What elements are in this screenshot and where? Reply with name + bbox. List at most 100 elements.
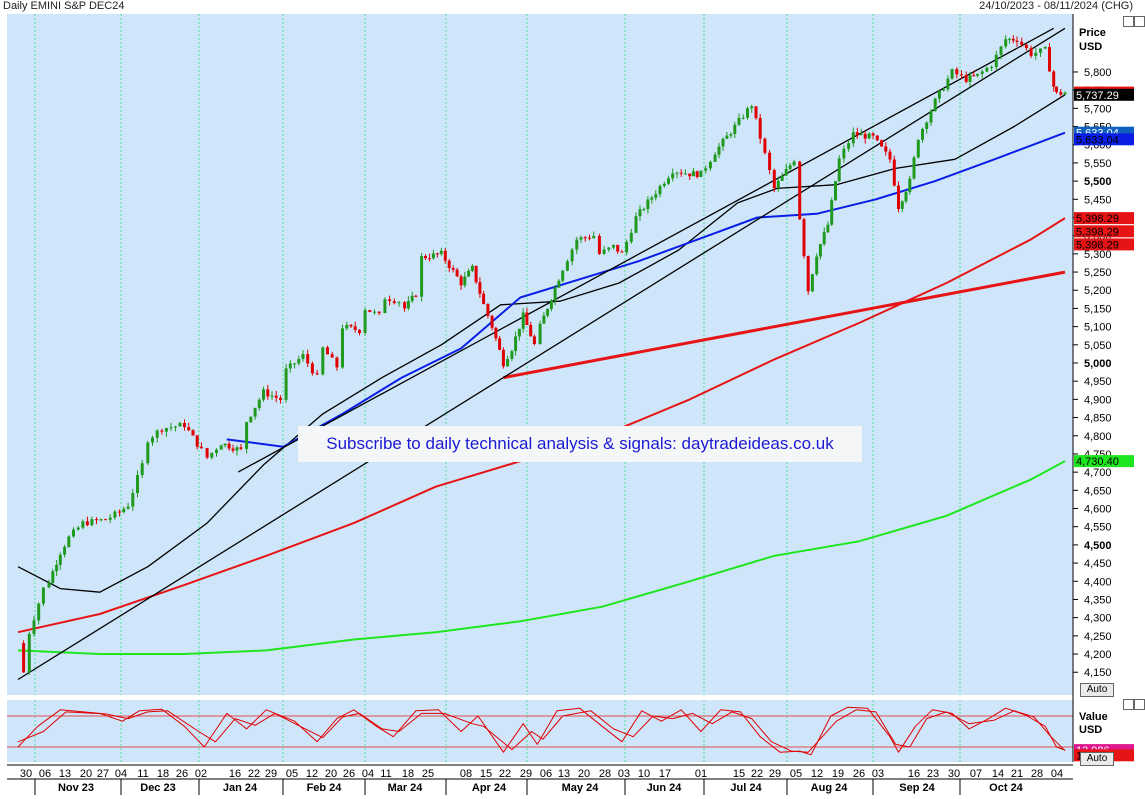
candle-body bbox=[349, 324, 353, 327]
candle-body bbox=[90, 519, 94, 526]
candle-body bbox=[976, 73, 979, 76]
candle-body bbox=[683, 173, 687, 175]
candle-body bbox=[160, 430, 164, 432]
candle-body bbox=[575, 239, 579, 250]
date-tick-label: 29 bbox=[520, 768, 532, 780]
candle-body bbox=[912, 157, 916, 179]
date-tick-label: 18 bbox=[157, 768, 169, 780]
price-tick-label: 5,100 bbox=[1084, 322, 1112, 334]
price-tick-label: 4,900 bbox=[1084, 394, 1112, 406]
price-tick-label: 4,800 bbox=[1084, 431, 1112, 443]
candle-body bbox=[113, 511, 117, 518]
price-pane-minimize-icon[interactable] bbox=[1123, 16, 1134, 27]
candle-body bbox=[933, 98, 937, 112]
osc-pane-close-icon[interactable] bbox=[1134, 699, 1145, 710]
date-tick-label: 16 bbox=[229, 768, 241, 780]
candle-body bbox=[880, 140, 884, 147]
trendline bbox=[237, 27, 1055, 473]
date-tick-label: 20 bbox=[80, 768, 92, 780]
candle-body bbox=[532, 336, 536, 344]
candle-body bbox=[341, 328, 344, 368]
date-tick-label: 30 bbox=[20, 768, 32, 780]
candle-body bbox=[58, 554, 62, 565]
candle-body bbox=[368, 310, 372, 312]
candle-body bbox=[455, 269, 459, 277]
candle-body bbox=[72, 529, 75, 537]
candle-body bbox=[826, 224, 830, 233]
candle-body bbox=[155, 430, 159, 438]
candle-body bbox=[301, 354, 305, 359]
month-label: Jan 24 bbox=[223, 782, 258, 794]
candle-body bbox=[815, 256, 819, 275]
candle-body bbox=[579, 237, 583, 240]
subscribe-banner[interactable]: Subscribe to daily technical analysis & … bbox=[298, 426, 862, 462]
candle-body bbox=[897, 185, 900, 209]
candle-body bbox=[900, 201, 904, 209]
month-label: May 24 bbox=[562, 782, 600, 794]
candle-body bbox=[733, 124, 737, 134]
candle-body bbox=[517, 328, 521, 337]
candle-body bbox=[671, 173, 675, 179]
candle-body bbox=[688, 173, 692, 177]
candle-body bbox=[1063, 92, 1067, 95]
candle-body bbox=[776, 180, 780, 188]
candle-body bbox=[708, 161, 712, 169]
candle-body bbox=[875, 135, 879, 141]
date-tick-label: 02 bbox=[195, 768, 207, 780]
month-label: Oct 24 bbox=[989, 782, 1024, 794]
candle-body bbox=[47, 583, 51, 588]
candle-body bbox=[629, 232, 633, 242]
candle-body bbox=[955, 69, 959, 75]
date-tick-label: 06 bbox=[39, 768, 51, 780]
date-tick-label: 05 bbox=[790, 768, 802, 780]
candle-body bbox=[126, 506, 130, 509]
price-tick-label: 4,250 bbox=[1084, 631, 1112, 643]
date-tick-label: 28 bbox=[599, 768, 611, 780]
candle-body bbox=[699, 170, 703, 177]
month-label: Jun 24 bbox=[647, 782, 683, 794]
price-tick-label: 5,050 bbox=[1084, 340, 1112, 352]
stochastic-oscillator bbox=[7, 706, 1073, 756]
moving-average-line bbox=[17, 94, 1066, 593]
candle-body bbox=[695, 171, 699, 177]
date-tick-label: 25 bbox=[422, 768, 434, 780]
price-tick-label: 4,200 bbox=[1084, 649, 1112, 661]
candle-body bbox=[916, 139, 920, 158]
candle-body bbox=[490, 315, 494, 328]
price-tick-label: 4,700 bbox=[1084, 467, 1112, 479]
candle-body bbox=[741, 117, 745, 119]
candle-body bbox=[994, 54, 998, 67]
candle-body bbox=[76, 527, 80, 530]
candle-body bbox=[892, 159, 896, 186]
candle-body bbox=[104, 519, 107, 521]
candle-body bbox=[798, 161, 802, 220]
candle-body bbox=[470, 265, 474, 271]
candle-body bbox=[863, 133, 867, 139]
candle-body bbox=[1008, 38, 1011, 40]
candle-body bbox=[802, 219, 806, 257]
candle-body bbox=[494, 327, 498, 339]
date-tick-label: 13 bbox=[558, 768, 570, 780]
candle-body bbox=[642, 209, 646, 211]
candle-body bbox=[321, 347, 325, 375]
price-tick-label: 5,300 bbox=[1084, 249, 1112, 261]
price-pane-close-icon[interactable] bbox=[1134, 16, 1145, 27]
candle-body bbox=[968, 75, 972, 82]
date-tick-label: 23 bbox=[927, 768, 939, 780]
date-tick-label: 04 bbox=[115, 768, 127, 780]
oscillator-auto-button[interactable]: Auto bbox=[1080, 752, 1114, 766]
price-auto-button[interactable]: Auto bbox=[1080, 683, 1114, 697]
candle-body bbox=[788, 165, 792, 169]
candle-body bbox=[921, 129, 924, 140]
month-label: Aug 24 bbox=[811, 782, 849, 794]
month-label: Mar 24 bbox=[388, 782, 424, 794]
osc-pane-minimize-icon[interactable] bbox=[1123, 699, 1134, 710]
candle-body bbox=[131, 493, 135, 507]
candle-body bbox=[616, 244, 620, 252]
chart-title: Daily EMINI S&P DEC24 bbox=[3, 0, 125, 12]
candle-body bbox=[463, 276, 467, 286]
candle-body bbox=[306, 354, 310, 364]
candle-body bbox=[597, 235, 601, 254]
candle-body bbox=[937, 90, 941, 99]
date-tick-label: 01 bbox=[695, 768, 707, 780]
